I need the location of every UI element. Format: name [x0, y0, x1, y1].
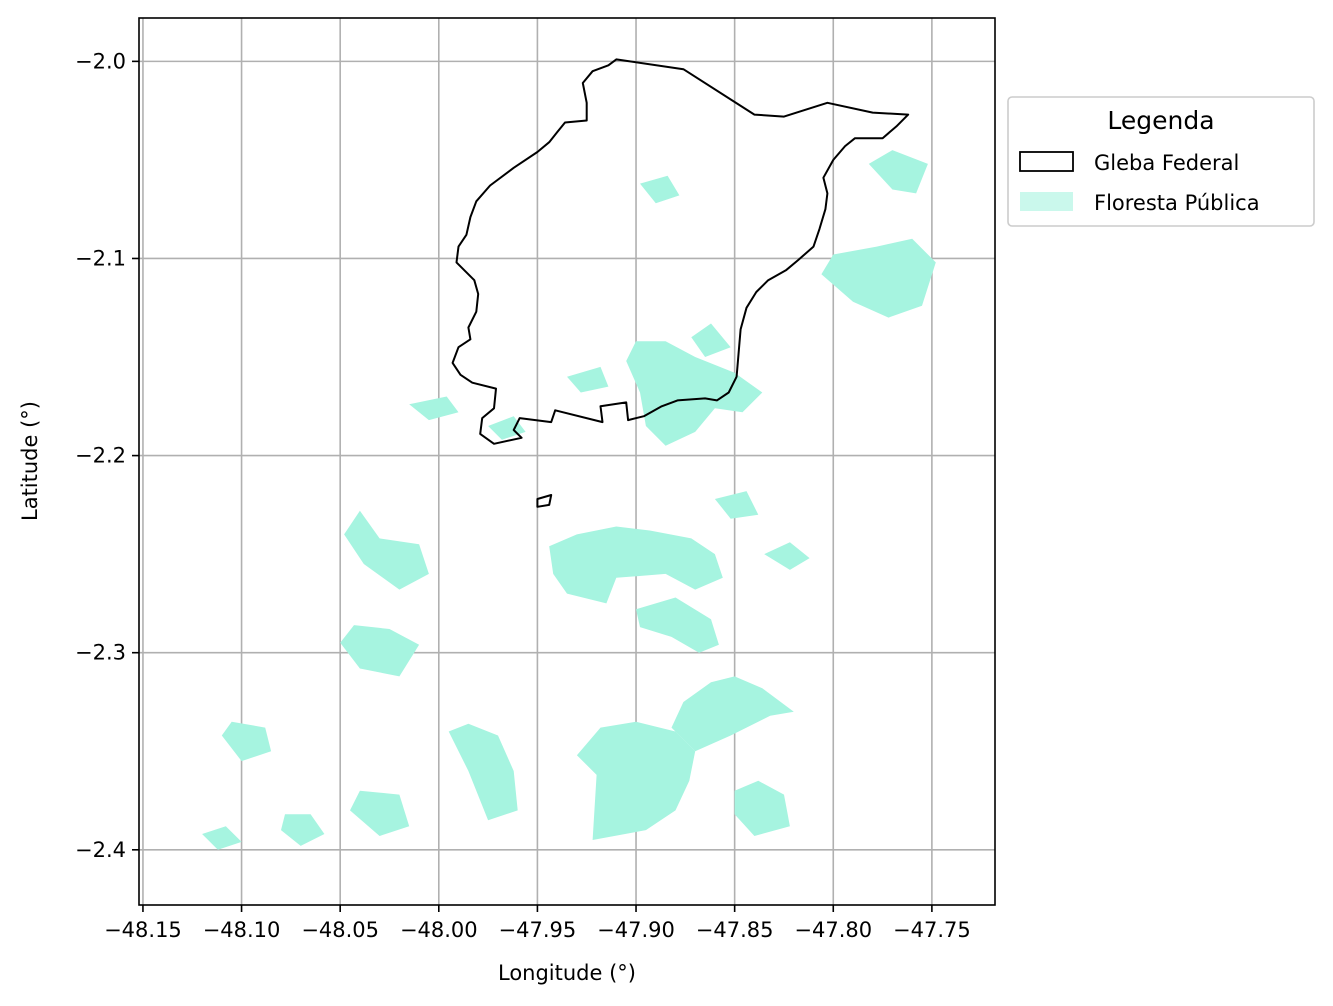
legend-label-gleba-federal: Gleba Federal [1094, 151, 1239, 175]
plot-frame [138, 17, 996, 906]
y-tick-label: −2.2 [75, 444, 126, 468]
plot-area: −48.15 −48.10 −48.05 −48.00 −47.95 −47.90 −47.… [75, 17, 996, 942]
y-tick-label: −2.1 [75, 246, 126, 270]
floresta-publica-patch [567, 366, 609, 393]
floresta-publica-patch [636, 597, 719, 653]
floresta-publica-patch [764, 542, 810, 570]
y-axis-ticks: −2.0 −2.1 −2.2 −2.3 −2.4 [75, 49, 139, 862]
gleba-federal-boundary [536, 494, 553, 508]
legend-swatch-gleba-federal [1019, 151, 1074, 172]
floresta-publica-patch [734, 780, 790, 836]
floresta-publica-patch [626, 341, 763, 446]
y-tick-label: −2.0 [75, 49, 126, 73]
y-axis-label: Latitude (°) [18, 401, 42, 521]
y-tick-label: −2.3 [75, 641, 126, 665]
floresta-publica-patch [344, 510, 429, 590]
legend-title: Legenda [1107, 106, 1214, 135]
x-tick-label: −48.00 [400, 918, 478, 942]
floresta-publica-patch [691, 323, 731, 357]
gleba-federal-boundary [451, 58, 910, 445]
x-tick-label: −47.80 [794, 918, 872, 942]
floresta-publica-patch [488, 416, 526, 440]
x-tick-label: −47.95 [499, 918, 577, 942]
floresta-publica-patch [821, 238, 936, 318]
x-tick-label: −47.90 [597, 918, 675, 942]
plot-background [139, 18, 995, 905]
x-axis-label: Longitude (°) [498, 961, 636, 985]
floresta-publica-patch [448, 723, 518, 821]
floresta-publica-patch [868, 150, 928, 194]
x-tick-label: −48.05 [301, 918, 379, 942]
floresta-publica-patch [221, 721, 272, 762]
floresta-publica-patch [281, 814, 325, 846]
y-tick-label: −2.4 [75, 838, 126, 862]
floresta-publica-layer [202, 150, 936, 850]
grid-lines [139, 18, 995, 905]
floresta-publica-patch [409, 396, 459, 421]
x-tick-label: −48.15 [104, 918, 182, 942]
floresta-publica-patch [340, 625, 420, 677]
floresta-publica-patch [640, 175, 680, 204]
legend-label-floresta-publica: Floresta Pública [1094, 191, 1260, 215]
floresta-publica-patch [549, 526, 723, 604]
gleba-federal-layer [451, 58, 910, 508]
legend-swatch-floresta-publica [1020, 192, 1073, 211]
x-tick-label: −47.75 [893, 918, 971, 942]
legend-box [1007, 96, 1315, 227]
legend: Legenda Gleba Federal Floresta Pública [1007, 96, 1315, 227]
x-tick-label: −48.10 [203, 918, 281, 942]
floresta-publica-patch [671, 676, 794, 752]
x-tick-label: −47.85 [696, 918, 774, 942]
x-axis-ticks: −48.15 −48.10 −48.05 −48.00 −47.95 −47.90 −47.… [104, 905, 971, 942]
floresta-publica-patch [350, 790, 410, 836]
floresta-publica-patch [202, 826, 242, 850]
floresta-publica-patch [714, 491, 759, 519]
floresta-publica-patch [576, 721, 696, 840]
